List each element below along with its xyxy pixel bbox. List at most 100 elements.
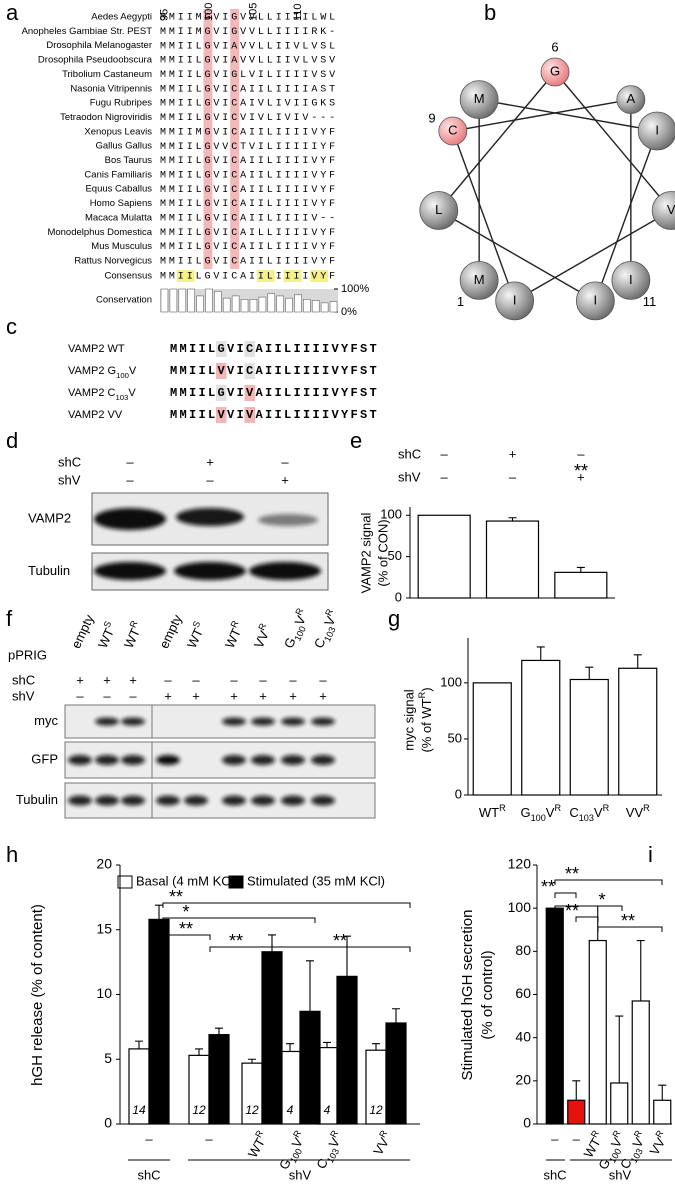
- wheel-link: [438, 71, 556, 211]
- species-name: Mus Musculus: [91, 241, 152, 252]
- sequence: MMIILGVICAIILIIIIVYF: [160, 156, 338, 167]
- condition-mark: +: [259, 688, 267, 703]
- mutant-name: VAMP2 VV: [68, 409, 123, 421]
- blot-row-label: Tubulin: [16, 792, 58, 807]
- construct-part: S: [191, 620, 203, 630]
- condition-mark: +: [76, 672, 84, 687]
- bar: [618, 667, 658, 796]
- y-tick-label: 100: [380, 507, 402, 522]
- construct-part: VV: [251, 628, 272, 650]
- residue-letter: I: [513, 292, 517, 307]
- axis-title: Conservation: [96, 295, 152, 306]
- n-label: 4: [307, 1103, 314, 1117]
- construct-part: WT: [121, 626, 143, 651]
- y-tick-label: 0: [104, 1115, 112, 1131]
- consensus-highlight: [265, 270, 275, 282]
- condition-mark: +: [289, 688, 297, 703]
- x-tick-label-part: R: [254, 1128, 266, 1139]
- error-bar: [615, 1015, 624, 1083]
- species-name: Tetraodon Nigroviridis: [60, 112, 152, 123]
- bar: [653, 1099, 672, 1125]
- construct-part: WT: [222, 626, 244, 651]
- y-tick-label: 0: [395, 589, 402, 604]
- n-label: 12: [265, 1103, 279, 1117]
- wheel-link: [452, 98, 631, 132]
- residue-circle: [611, 260, 651, 300]
- species-name: Bos Taurus: [105, 155, 153, 166]
- condition-mark: +: [577, 469, 585, 484]
- mutant-name-part: V: [129, 365, 137, 377]
- construct: C103VR: [309, 607, 344, 652]
- sequence: MMIILGVICAILLIIIIVYF: [160, 228, 338, 239]
- species-name: Aedes Aegypti: [91, 12, 152, 23]
- construct-part: 100: [293, 625, 308, 643]
- wheel-link: [438, 209, 596, 302]
- x-tick-label-part: R: [611, 1128, 623, 1139]
- residue-circle: [637, 111, 675, 151]
- blot-band: [94, 508, 166, 530]
- mutant-sequence: MMIILVVIVAIILIIIIVYFST: [170, 408, 379, 422]
- x-tick-label: C103VR: [569, 803, 609, 823]
- plot-background: [160, 289, 338, 312]
- axis-title: VAMP2 signal: [358, 513, 373, 594]
- blot-band: [156, 755, 180, 765]
- blot-band: [95, 717, 119, 726]
- bar: [417, 514, 471, 599]
- condition-mark: –: [126, 454, 134, 469]
- condition-mark: –: [509, 469, 517, 484]
- x-tick-label: WTR: [479, 803, 506, 820]
- blot-band: [121, 717, 145, 726]
- condition-mark: +: [319, 688, 327, 703]
- x-tick-label: VVR: [645, 1128, 672, 1158]
- x-tick-label-part: R: [378, 1128, 390, 1139]
- y-tick-label: 20: [96, 856, 112, 872]
- bar: [285, 297, 293, 313]
- blot-band: [176, 508, 244, 526]
- bar: [214, 290, 222, 313]
- x-tick-label-part: 103: [579, 813, 594, 823]
- condition-mark: +: [192, 688, 200, 703]
- n-label: 12: [245, 1103, 259, 1117]
- condition-name: shV: [58, 472, 81, 487]
- bar: [311, 300, 320, 313]
- n-label: 12: [192, 1103, 206, 1117]
- construct-part: WT: [95, 626, 117, 651]
- consensus-highlight: [310, 270, 320, 282]
- condition-mark: –: [206, 472, 214, 487]
- blot-band: [311, 795, 335, 806]
- consensus: MMIILGVICAIILIIIIVYF: [160, 272, 338, 283]
- x-tick-label-part: R: [329, 1128, 341, 1139]
- blot-band: [121, 755, 145, 765]
- group-label: shC: [137, 1167, 160, 1182]
- position-label: 100: [203, 3, 215, 21]
- x-tick-label-part: R: [654, 1128, 666, 1139]
- panel-label: i: [648, 842, 653, 867]
- x-tick-label-part: R: [554, 803, 561, 813]
- residue-letter: M: [474, 272, 485, 287]
- condition-mark: +: [281, 472, 289, 487]
- x-tick-label-part: G: [520, 805, 530, 820]
- sequence: MMIILGVICAIILIIIIVYF: [160, 185, 338, 196]
- condition-name: shC: [58, 454, 81, 469]
- y-tick-label: 15: [96, 920, 112, 936]
- species-name: Nasonia Vitripennis: [70, 83, 152, 94]
- construct-part: R: [229, 619, 241, 630]
- wheel-link: [514, 209, 672, 302]
- species-name: Xenopus Leavis: [84, 126, 152, 137]
- n-label: 12: [212, 1103, 226, 1117]
- construct: WTS: [93, 620, 120, 651]
- residue-number: 9: [428, 110, 435, 125]
- y-tick-label: 50: [448, 730, 462, 745]
- y-tick-label: 0: [523, 1115, 531, 1131]
- bar: [267, 293, 276, 313]
- y-tick-label: 100%: [341, 283, 369, 295]
- blot-row-label: VAMP2: [28, 510, 71, 525]
- construct-part: R: [323, 607, 335, 618]
- error-bar: [658, 1084, 667, 1101]
- x-tick-label-part: 100: [531, 813, 546, 823]
- error-bar: [155, 904, 163, 920]
- blot-band: [281, 717, 305, 726]
- construct: VVR: [249, 621, 275, 650]
- residue-circle: [651, 191, 675, 230]
- residue-letter: A: [627, 91, 636, 106]
